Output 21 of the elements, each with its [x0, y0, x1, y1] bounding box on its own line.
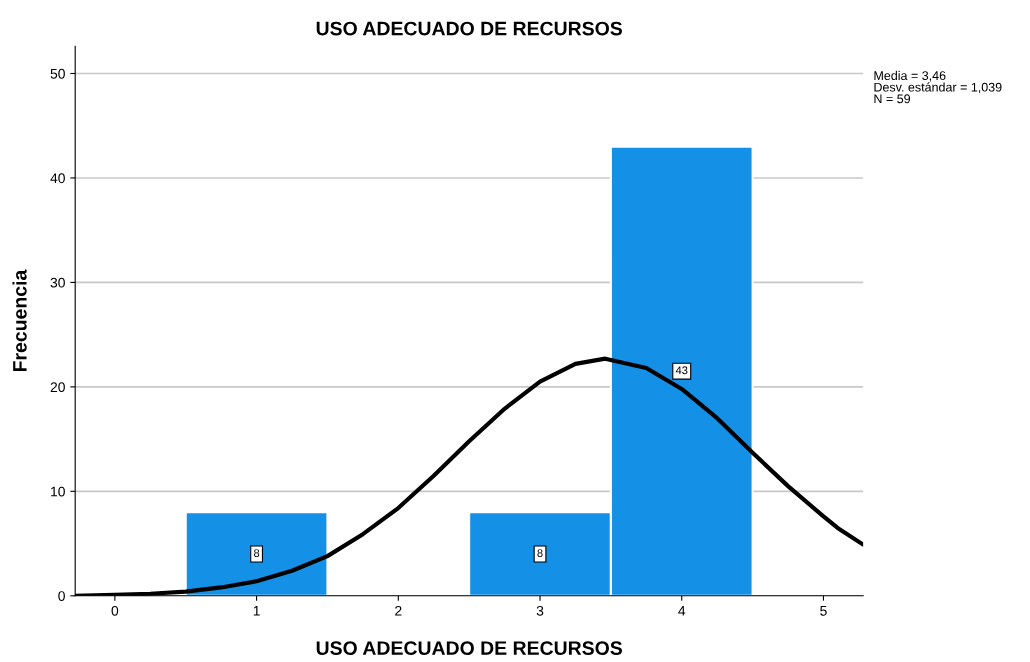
x-tick-label: 4	[678, 606, 686, 616]
x-tick-label: 3	[536, 605, 544, 616]
data-label: 8	[537, 549, 543, 557]
x-tick-label: 2	[395, 605, 402, 616]
y-tick-label: 30	[50, 277, 65, 288]
chart-title: USO ADECUADO DE RECURSOS	[316, 21, 622, 36]
x-axis-title: USO ADECUADO DE RECURSOS	[316, 641, 622, 655]
y-tick-label: 0	[58, 591, 65, 601]
data-label: 43	[675, 366, 688, 375]
x-tick-label: 0	[111, 605, 119, 616]
y-axis-title: Frecuencia	[12, 269, 27, 372]
y-tick-label: 10	[51, 486, 65, 497]
data-label: 8	[253, 549, 260, 557]
y-tick-label: 50	[50, 68, 65, 79]
x-tick-label: 1	[253, 606, 260, 616]
y-tick-label: 20	[50, 382, 65, 393]
text: Desv. estándar = 1,039	[874, 82, 1002, 94]
y-tick-label: 40	[50, 173, 65, 184]
x-tick-label: 5	[820, 606, 827, 616]
text: N = 59	[874, 94, 911, 104]
text: Media = 3,46	[874, 70, 946, 82]
